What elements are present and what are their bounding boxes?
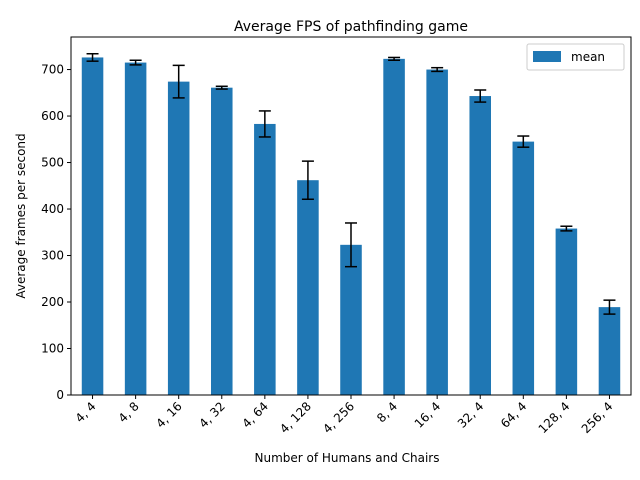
y-tick-label: 700 bbox=[41, 63, 64, 77]
bar bbox=[81, 57, 104, 395]
bar bbox=[211, 87, 233, 396]
x-tick-label: 256, 4 bbox=[579, 399, 616, 436]
x-tick-label: 4, 32 bbox=[196, 399, 227, 430]
x-tick-label: 4, 64 bbox=[239, 399, 270, 430]
legend-box bbox=[526, 43, 625, 71]
x-tick-label: 32, 4 bbox=[455, 399, 486, 430]
bar bbox=[469, 96, 491, 395]
bar bbox=[340, 244, 362, 395]
plot-frame bbox=[70, 36, 632, 396]
x-tick-label: 16, 4 bbox=[412, 399, 443, 430]
bar bbox=[598, 307, 621, 395]
bars-group bbox=[81, 57, 621, 396]
x-tick-label: 128, 4 bbox=[536, 399, 573, 436]
x-axis: 4, 4 4, 8 4, 16 4, 32 4, 64 4, 128 4, 256 8, 4 1… bbox=[73, 395, 616, 436]
y-tick-label: 100 bbox=[41, 342, 64, 356]
error-bars-group bbox=[86, 52, 616, 315]
x-tick-label: 4, 128 bbox=[277, 399, 314, 436]
bar bbox=[512, 141, 535, 395]
bar bbox=[297, 180, 319, 395]
y-tick-label: 0 bbox=[56, 388, 64, 402]
x-tick-label: 4, 4 bbox=[73, 399, 99, 425]
y-tick-label: 400 bbox=[41, 202, 64, 216]
y-tick-label: 200 bbox=[41, 295, 64, 309]
x-tick-label: 4, 8 bbox=[116, 399, 142, 425]
bar bbox=[124, 62, 147, 395]
bar bbox=[254, 123, 276, 395]
chart-title: Average FPS of pathfinding game bbox=[234, 19, 468, 35]
bar bbox=[426, 69, 448, 395]
bar bbox=[383, 58, 405, 395]
x-tick-label: 64, 4 bbox=[498, 399, 529, 430]
x-tick-label: 4, 256 bbox=[320, 399, 357, 436]
y-axis-label: Average frames per second bbox=[14, 133, 28, 298]
y-axis: 0 100 200 300 400 500 600 700 bbox=[41, 63, 71, 402]
y-tick-label: 300 bbox=[41, 249, 64, 263]
y-tick-label: 500 bbox=[41, 156, 64, 170]
legend-swatch bbox=[533, 51, 561, 62]
legend-label: mean bbox=[571, 50, 605, 64]
bar bbox=[167, 81, 190, 396]
x-tick-label: 8, 4 bbox=[374, 399, 400, 425]
y-tick-label: 600 bbox=[41, 109, 64, 123]
x-axis-label: Number of Humans and Chairs bbox=[255, 451, 440, 465]
x-tick-label: 4, 16 bbox=[153, 399, 184, 430]
legend: mean bbox=[526, 43, 625, 71]
bar bbox=[555, 228, 578, 395]
